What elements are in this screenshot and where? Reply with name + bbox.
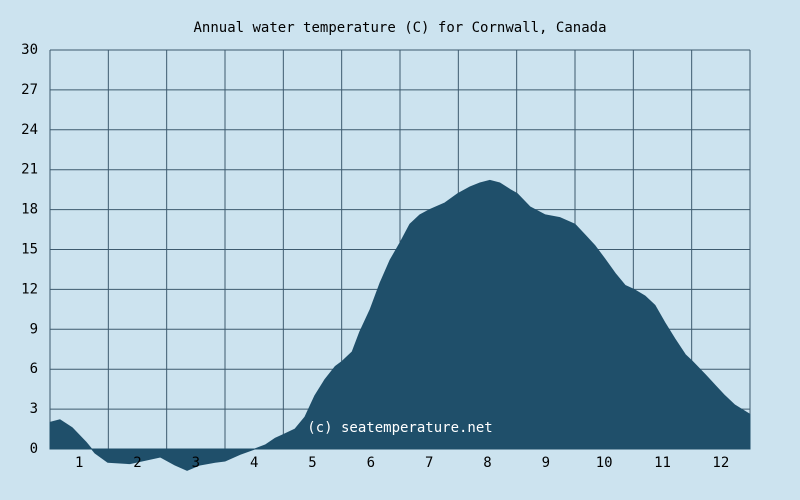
y-tick-label: 30 <box>21 42 38 58</box>
x-tick-label: 12 <box>712 455 729 471</box>
x-tick-label: 6 <box>367 455 375 471</box>
y-tick-label: 21 <box>21 162 38 178</box>
x-tick-label: 11 <box>654 455 671 471</box>
y-tick-label: 12 <box>21 281 38 297</box>
x-tick-label: 3 <box>192 455 200 471</box>
x-tick-label: 9 <box>542 455 550 471</box>
x-tick-label: 7 <box>425 455 433 471</box>
y-tick-label: 0 <box>30 441 38 457</box>
y-tick-label: 6 <box>30 361 38 377</box>
x-tick-label: 1 <box>75 455 83 471</box>
y-tick-label: 15 <box>21 242 38 258</box>
x-tick-label: 2 <box>133 455 141 471</box>
y-tick-label: 27 <box>21 82 38 98</box>
x-tick-label: 5 <box>308 455 316 471</box>
x-tick-label: 8 <box>483 455 491 471</box>
y-tick-label: 24 <box>21 122 38 138</box>
y-tick-label: 3 <box>30 401 38 417</box>
area <box>49 179 751 471</box>
watermark: (c) seatemperature.net <box>307 420 492 436</box>
x-tick-label: 10 <box>596 455 613 471</box>
chart-title: Annual water temperature (C) for Cornwal… <box>193 20 606 36</box>
x-tick-label: 4 <box>250 455 258 471</box>
y-tick-label: 9 <box>30 321 38 337</box>
y-tick-label: 18 <box>21 202 38 218</box>
